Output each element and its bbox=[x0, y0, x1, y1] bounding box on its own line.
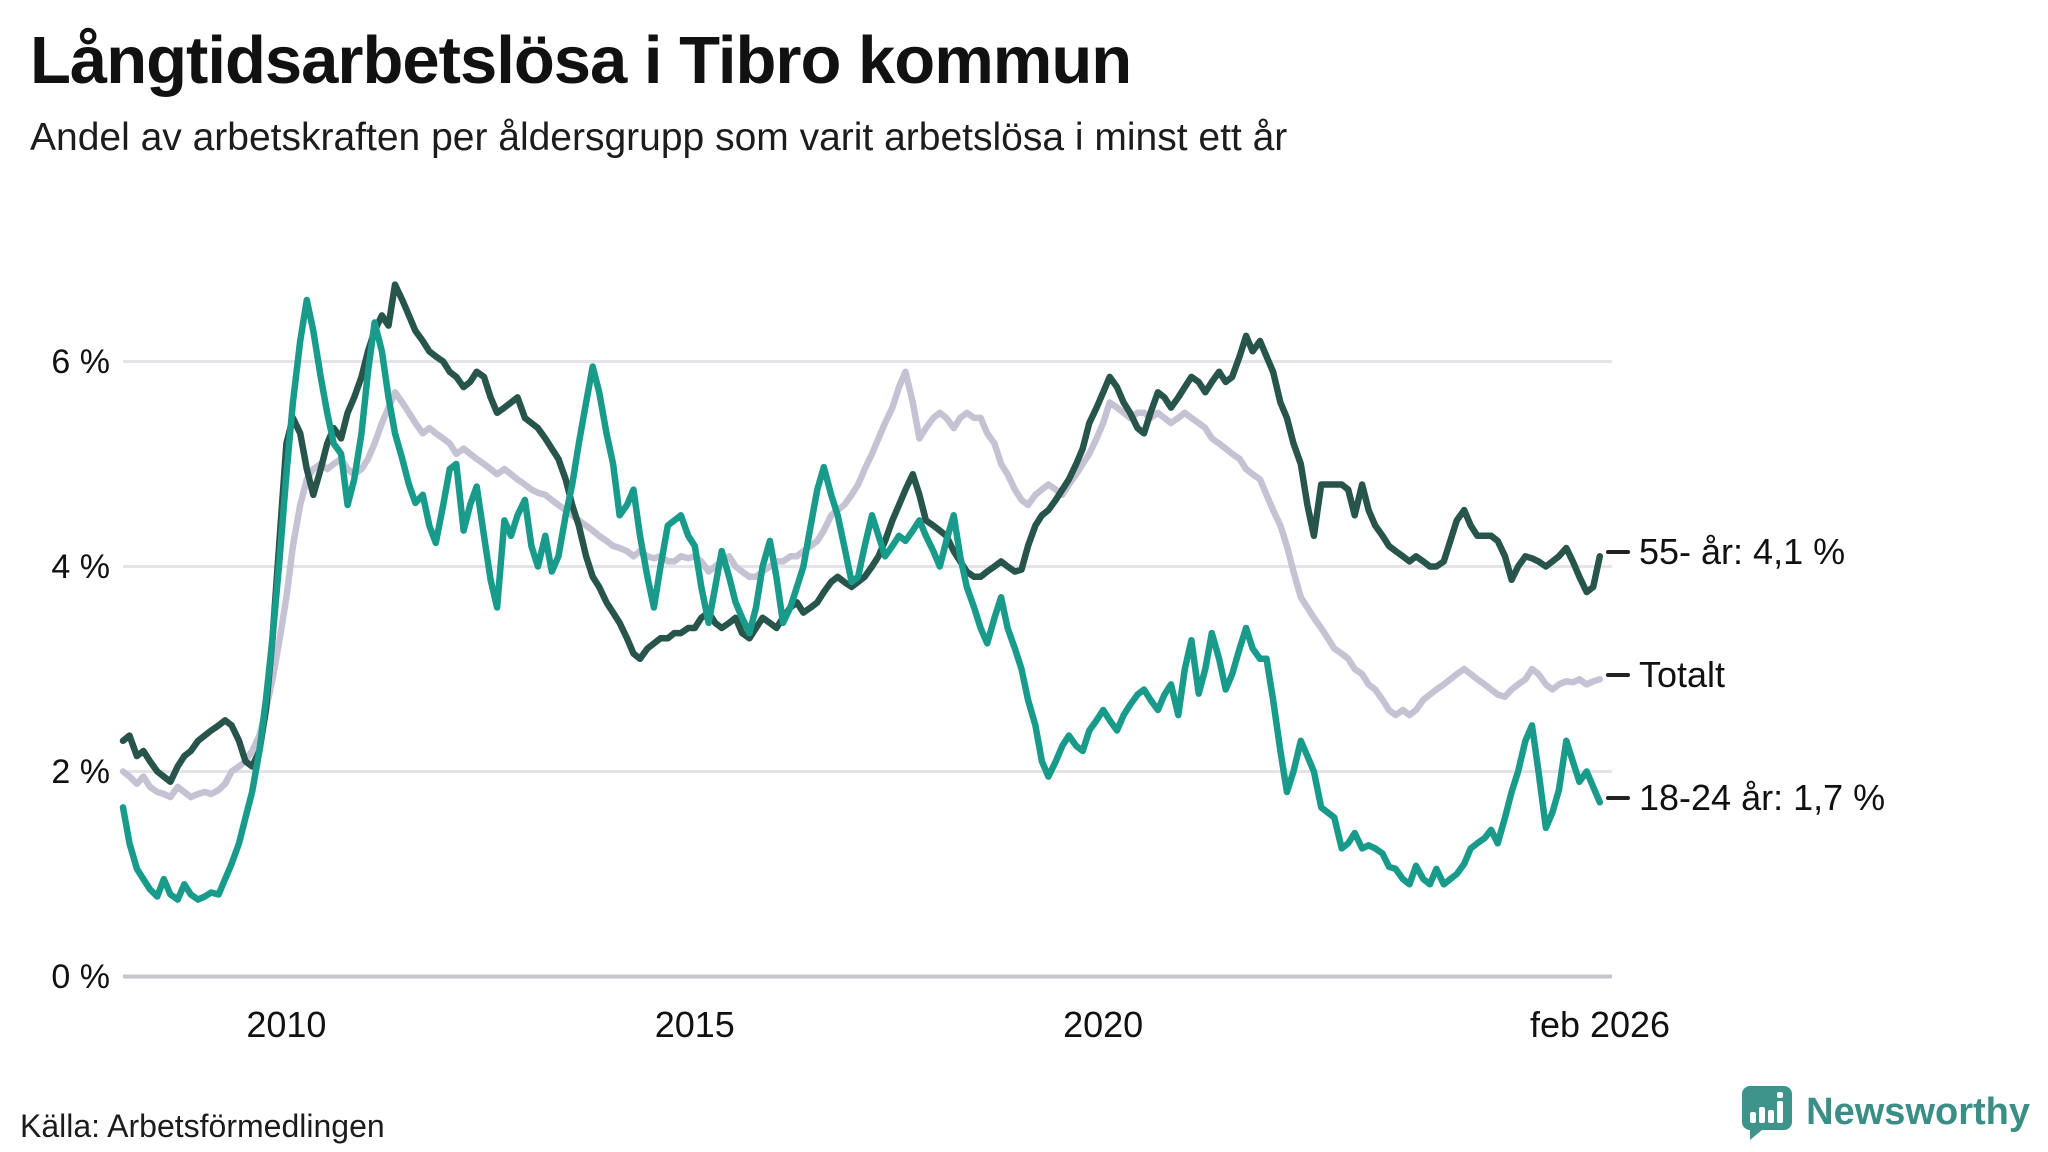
series-line-55-r bbox=[119, 281, 1604, 786]
end-label-text: Totalt bbox=[1639, 654, 1726, 696]
x-tick-label: 2015 bbox=[654, 1004, 735, 1045]
brand-logo: Newsworthy bbox=[1740, 1084, 2030, 1140]
series-end-label-totalt: Totalt bbox=[1606, 654, 1725, 696]
x-tick-label: 2010 bbox=[246, 1004, 327, 1045]
series-line-totalt bbox=[119, 368, 1604, 801]
end-label-text: 18-24 år: 1,7 % bbox=[1639, 777, 1886, 819]
end-label-text: 55- år: 4,1 % bbox=[1639, 531, 1846, 573]
source-note: Källa: Arbetsförmedlingen bbox=[20, 1108, 385, 1144]
end-label-dash bbox=[1606, 796, 1630, 801]
brand-name: Newsworthy bbox=[1806, 1090, 2030, 1133]
y-tick-label: 4 % bbox=[51, 547, 110, 586]
series-line-18-24-r bbox=[119, 296, 1604, 903]
x-tick-label: feb 2026 bbox=[1529, 1004, 1671, 1045]
page-title: Långtidsarbetslösa i Tibro kommun bbox=[30, 23, 1132, 98]
y-tick-label: 0 % bbox=[51, 957, 110, 996]
newsworthy-icon bbox=[1742, 1086, 1793, 1140]
end-label-dash bbox=[1606, 550, 1630, 555]
series-end-label-55-r: 55- år: 4,1 % bbox=[1606, 531, 1845, 573]
y-tick-label: 2 % bbox=[51, 752, 110, 791]
y-tick-label: 6 % bbox=[51, 342, 110, 381]
page-subtitle: Andel av arbetskraften per åldersgrupp s… bbox=[30, 116, 1288, 159]
end-label-dash bbox=[1606, 673, 1630, 678]
series-lines bbox=[119, 281, 1604, 903]
x-tick-label: 2020 bbox=[1063, 1004, 1144, 1045]
series-end-label-18-24-r: 18-24 år: 1,7 % bbox=[1606, 777, 1885, 819]
gridlines bbox=[123, 360, 1612, 979]
